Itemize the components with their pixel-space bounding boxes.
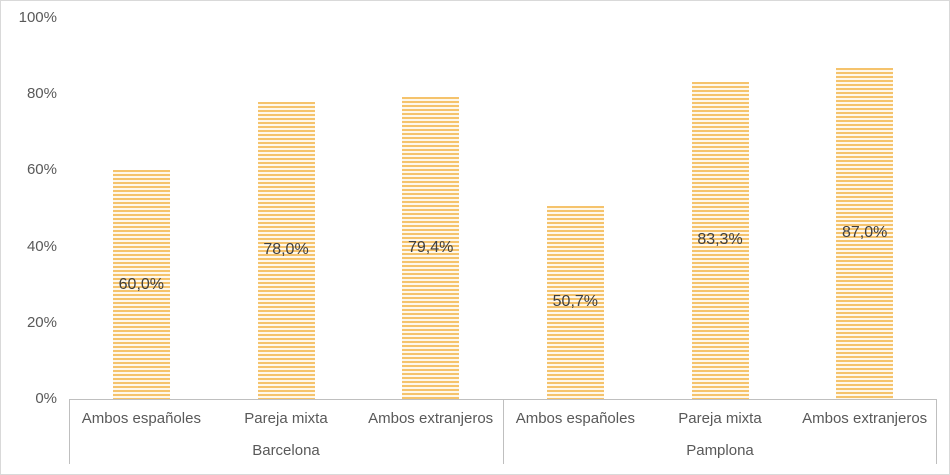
y-tick-label: 60% [26, 161, 57, 179]
bar: 87,0% [836, 67, 894, 399]
bar-value-label: 60,0% [118, 275, 165, 293]
bar-value-label: 50,7% [552, 293, 599, 311]
bar-value-label: 79,4% [407, 238, 454, 256]
category-label: Ambos extranjeros [802, 410, 928, 427]
y-tick-label: 40% [26, 237, 57, 255]
y-tick-label: 100% [18, 9, 57, 26]
category-label: Ambos españoles [515, 410, 635, 427]
bar-value-label: 78,0% [263, 241, 309, 259]
y-tick-label: 20% [26, 313, 57, 331]
plot-area: 60,0% 78,0% 79,4% 50,7% 83,3% 87,0% [69, 1, 937, 399]
x-axis-line [69, 399, 937, 400]
bar-value-label: 83,3% [697, 231, 743, 249]
category-label: Pareja mixta [678, 410, 762, 427]
bar-value-label: 87,0% [841, 224, 888, 242]
category-label: Pareja mixta [244, 410, 328, 427]
category-label: Ambos españoles [81, 410, 201, 427]
group-label: Barcelona [252, 442, 320, 459]
category-divider [69, 400, 70, 464]
category-axis: Ambos españoles Pareja mixta Ambos extranj… [69, 400, 937, 464]
group-label: Pamplona [686, 442, 754, 459]
bar: 79,4% [402, 96, 460, 399]
bar: 60,0% [112, 170, 170, 399]
category-label: Ambos extranjeros [368, 410, 494, 427]
bar: 83,3% [691, 81, 749, 399]
category-divider [936, 400, 937, 464]
y-tick-label: 0% [35, 390, 57, 407]
y-tick-label: 80% [26, 85, 57, 103]
bar: 78,0% [257, 101, 315, 399]
bar: 50,7% [546, 205, 604, 399]
category-divider [503, 400, 504, 464]
